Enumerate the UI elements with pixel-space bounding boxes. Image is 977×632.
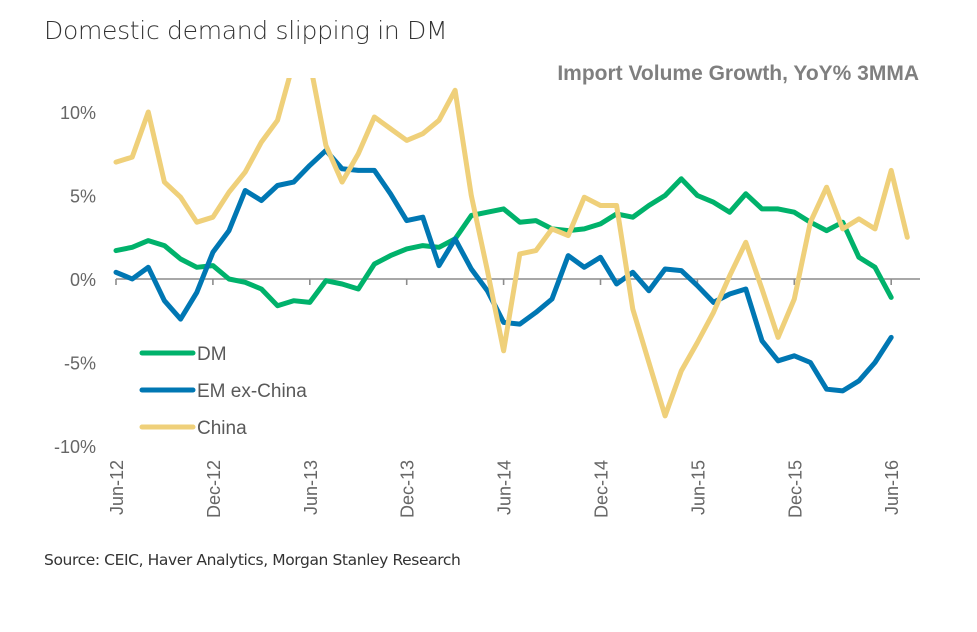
x-tick-label: Jun-15: [688, 460, 708, 515]
x-tick-label: Jun-16: [882, 460, 902, 515]
chart-title: Import Volume Growth, YoY% 3MMA: [557, 62, 919, 85]
x-tick-label: Jun-13: [301, 460, 321, 515]
page-title: Domestic demand slipping in DM: [44, 16, 448, 45]
series-line-em-ex-china: [113, 147, 894, 394]
series-lines: [113, 78, 910, 419]
y-tick-label: 5%: [70, 187, 96, 207]
y-tick-label: -5%: [64, 354, 96, 374]
y-tick-label: -10%: [54, 437, 96, 457]
y-tick-label: 0%: [70, 270, 96, 290]
legend: DM EM ex-China China: [139, 344, 307, 439]
legend-label: EM ex-China: [197, 381, 307, 402]
y-axis: 10% 5% 0% -5% -10%: [54, 103, 96, 457]
legend-item: China: [139, 418, 247, 439]
legend-item: DM: [139, 344, 227, 365]
x-tick-label: Dec-15: [785, 460, 805, 518]
legend-item: EM ex-China: [139, 381, 307, 402]
y-tick-label: 10%: [60, 103, 96, 123]
x-tick-label: Jun-14: [495, 460, 515, 515]
legend-label: China: [197, 418, 247, 439]
x-tick-label: Dec-13: [398, 460, 418, 518]
series-line-dm: [113, 176, 894, 309]
series-line-china: [113, 78, 910, 419]
x-tick-label: Jun-12: [107, 460, 127, 515]
source-note: Source: CEIC, Haver Analytics, Morgan St…: [44, 551, 461, 569]
legend-label: DM: [197, 344, 227, 365]
x-tick-label: Dec-14: [592, 460, 612, 518]
x-tick-label: Dec-12: [204, 460, 224, 518]
